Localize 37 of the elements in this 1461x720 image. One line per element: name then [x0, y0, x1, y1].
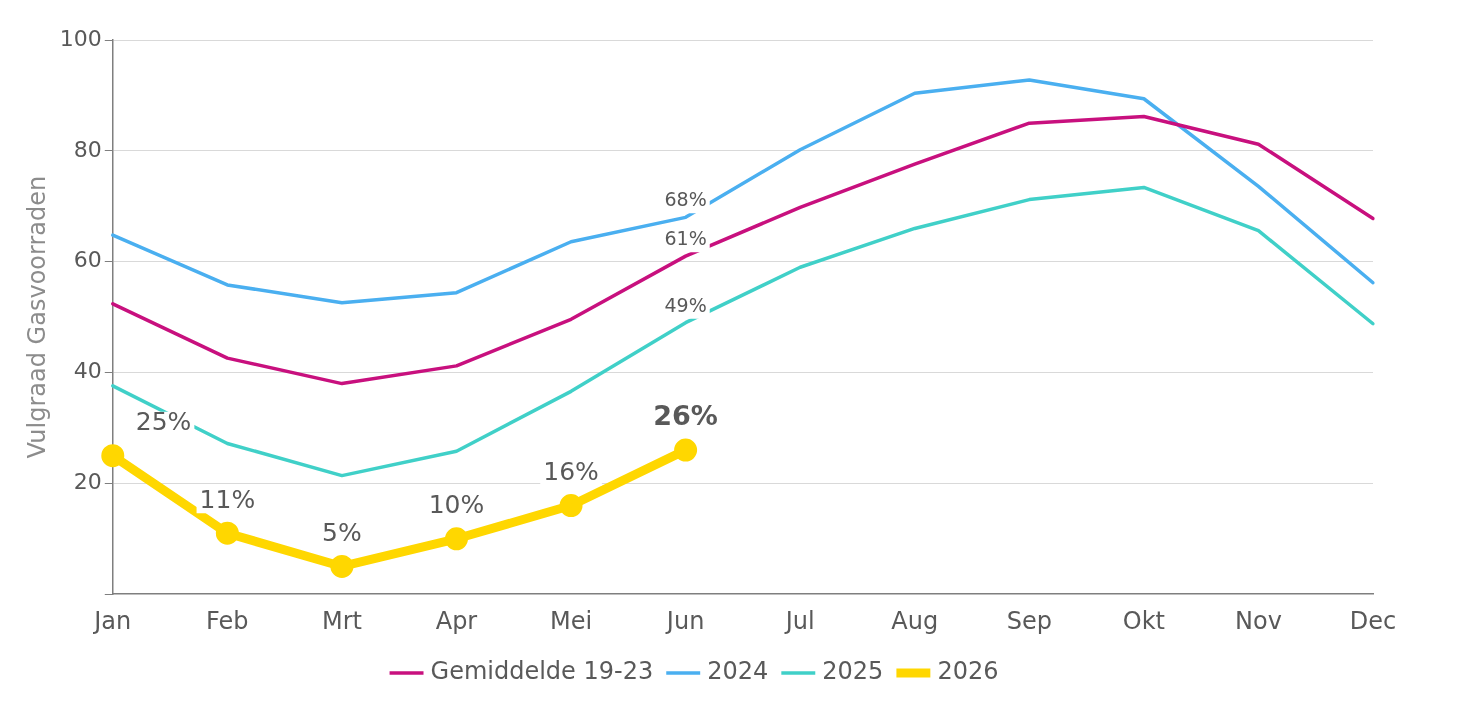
data-label: 61%	[664, 227, 707, 250]
data-label: 11%	[199, 484, 256, 514]
data-label: 25%	[135, 407, 192, 437]
legend-label: 2025	[822, 657, 884, 686]
y-tick-label: 100	[59, 25, 102, 51]
x-tick-label: Jul	[783, 606, 815, 635]
x-tick-label: Jan	[92, 606, 132, 635]
y-tick-label: 40	[73, 358, 102, 384]
data-label: 5%	[322, 517, 362, 547]
y-tick-label: 20	[73, 469, 102, 495]
point	[559, 494, 583, 518]
legend-label: Gemiddelde 19-23	[430, 657, 654, 686]
x-tick-label: Jun	[664, 606, 705, 635]
point	[674, 438, 698, 462]
y-tick-label: 60	[73, 247, 102, 273]
y-tick-label: 80	[73, 136, 102, 162]
data-label: 26%	[653, 400, 718, 432]
x-tick-label: Nov	[1235, 606, 1282, 635]
x-tick-label: Feb	[206, 606, 249, 635]
point	[101, 444, 125, 468]
point	[330, 554, 354, 578]
x-tick-label: Apr	[435, 606, 478, 635]
x-tick-label: Okt	[1122, 606, 1165, 635]
data-label: 10%	[428, 490, 485, 520]
data-label: 68%	[664, 188, 707, 211]
legend-label: 2026	[937, 657, 999, 686]
x-tick-label: Aug	[891, 606, 939, 635]
data-label: 16%	[543, 457, 599, 487]
point	[444, 527, 468, 551]
data-label: 49%	[664, 293, 707, 316]
legend-label: 2024	[707, 657, 769, 686]
x-tick-label: Mei	[549, 606, 593, 635]
x-tick-label: Dec	[1349, 606, 1397, 635]
point	[215, 521, 239, 545]
x-tick-label: Mrt	[321, 606, 362, 635]
y-axis-title: Vulgraad Gasvoorraden	[22, 175, 51, 459]
x-tick-label: Sep	[1006, 606, 1052, 635]
